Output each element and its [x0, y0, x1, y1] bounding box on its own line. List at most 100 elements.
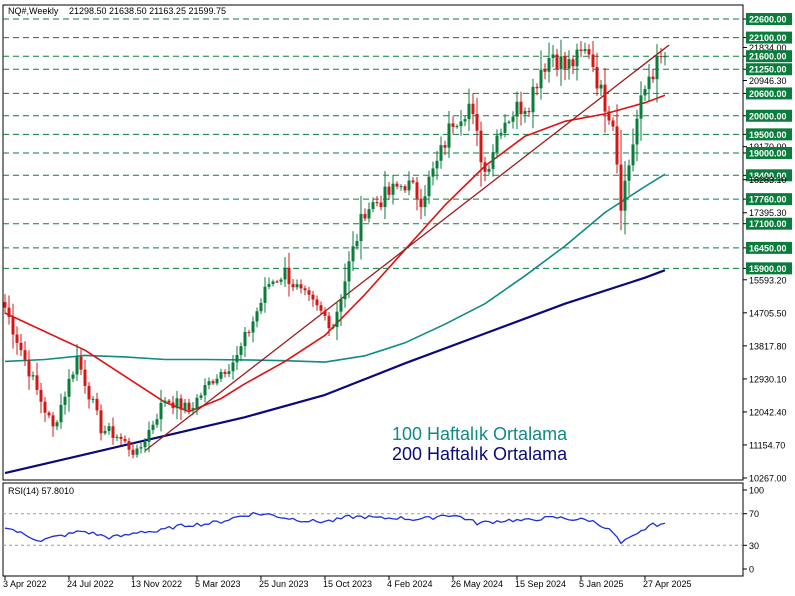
candle-body	[439, 145, 443, 161]
price-level-label: 17100.00	[749, 219, 787, 229]
candle-body	[567, 59, 571, 69]
candle-body	[19, 342, 23, 351]
candle-body	[351, 246, 355, 262]
rsi-tick-label: 30	[749, 541, 759, 551]
candle-body	[515, 101, 519, 117]
candle-body	[483, 162, 487, 172]
candle-body	[31, 375, 35, 377]
candle-body	[327, 315, 331, 329]
candle-body	[347, 261, 351, 282]
rsi-tick-label: 0	[749, 565, 754, 575]
price-level-label: 22600.00	[749, 15, 787, 25]
candle-body	[363, 214, 367, 219]
candle-body	[167, 400, 171, 403]
candle-body	[387, 186, 391, 195]
candle-body	[291, 284, 295, 288]
candle-body	[511, 116, 515, 122]
candle-body	[603, 84, 607, 112]
candle-body	[535, 86, 539, 89]
candle-body	[423, 196, 427, 208]
rsi-line	[4, 511, 666, 545]
ohlc-values: 21298.50 21638.50 21163.25 21599.75	[69, 6, 226, 16]
candle-body	[359, 214, 363, 242]
candle-body	[415, 182, 419, 199]
price-tick-label: 14705.50	[749, 308, 787, 318]
candle-body	[611, 120, 615, 127]
candle-body	[15, 334, 19, 343]
candle-body	[227, 371, 231, 374]
candle-body	[335, 311, 339, 328]
candle-body	[215, 378, 219, 384]
candle-body	[655, 56, 659, 80]
candle-body	[479, 130, 483, 163]
candle-body	[171, 402, 175, 409]
candle-body	[339, 299, 343, 312]
candle-body	[139, 447, 143, 449]
candle-body	[659, 56, 663, 58]
time-tick-label: 5 Jan 2025	[579, 579, 624, 589]
trendline	[144, 44, 670, 452]
candle-body	[107, 426, 111, 431]
candle-body	[87, 385, 91, 400]
ma-line-50	[4, 94, 666, 413]
candle-body	[551, 54, 555, 58]
candle-body	[431, 168, 435, 177]
candle-body	[471, 103, 475, 115]
time-tick-label: 5 Mar 2023	[195, 579, 241, 589]
candle-body	[539, 69, 543, 89]
candle-body	[447, 123, 451, 148]
candle-body	[131, 449, 135, 455]
candle-body	[11, 316, 15, 335]
candle-body	[355, 241, 359, 247]
price-tick-label: 13817.80	[749, 341, 787, 351]
candle-body	[283, 267, 287, 280]
candle-body	[159, 402, 163, 420]
candle-body	[435, 160, 439, 169]
time-tick-label: 15 Oct 2023	[323, 579, 372, 589]
rsi-tick-label: 100	[749, 486, 764, 496]
candle-body	[195, 397, 199, 409]
candle-body	[591, 54, 595, 68]
candle-body	[527, 110, 531, 113]
candle-body	[319, 305, 323, 311]
price-level-label: 18400.00	[749, 171, 787, 181]
candle-body	[499, 132, 503, 136]
price-level-badge	[746, 109, 792, 122]
candle-body	[579, 49, 583, 51]
candle-body	[287, 267, 291, 285]
candle-body	[651, 76, 655, 80]
candle-body	[35, 375, 39, 390]
rsi-tick-label: 70	[749, 509, 759, 519]
candle-body	[663, 56, 667, 58]
time-tick-label: 25 Jun 2023	[259, 579, 309, 589]
candle-body	[343, 281, 347, 300]
price-tick-label: 18283.10	[749, 175, 787, 185]
candle-body	[315, 299, 319, 306]
candle-body	[187, 402, 191, 411]
candles	[3, 39, 667, 459]
candle-body	[399, 186, 403, 188]
candle-body	[43, 401, 47, 413]
time-tick-label: 27 Apr 2025	[643, 579, 692, 589]
candle-body	[91, 398, 95, 400]
price-level-label: 15900.00	[749, 264, 787, 274]
candle-body	[391, 183, 395, 195]
candle-body	[403, 186, 407, 191]
candle-body	[75, 356, 79, 375]
candle-body	[27, 359, 31, 377]
candle-body	[151, 424, 155, 430]
candle-body	[587, 49, 591, 55]
candle-body	[443, 145, 447, 148]
candle-body	[3, 302, 7, 308]
price-tick-label: 12930.10	[749, 374, 787, 384]
candle-body	[379, 202, 383, 208]
time-tick-label: 15 Sep 2024	[515, 579, 566, 589]
price-level-label: 17760.00	[749, 195, 787, 205]
candle-body	[583, 49, 587, 51]
candle-body	[487, 168, 491, 172]
candle-body	[51, 415, 55, 427]
candle-body	[503, 122, 507, 133]
price-level-badge	[746, 13, 792, 25]
